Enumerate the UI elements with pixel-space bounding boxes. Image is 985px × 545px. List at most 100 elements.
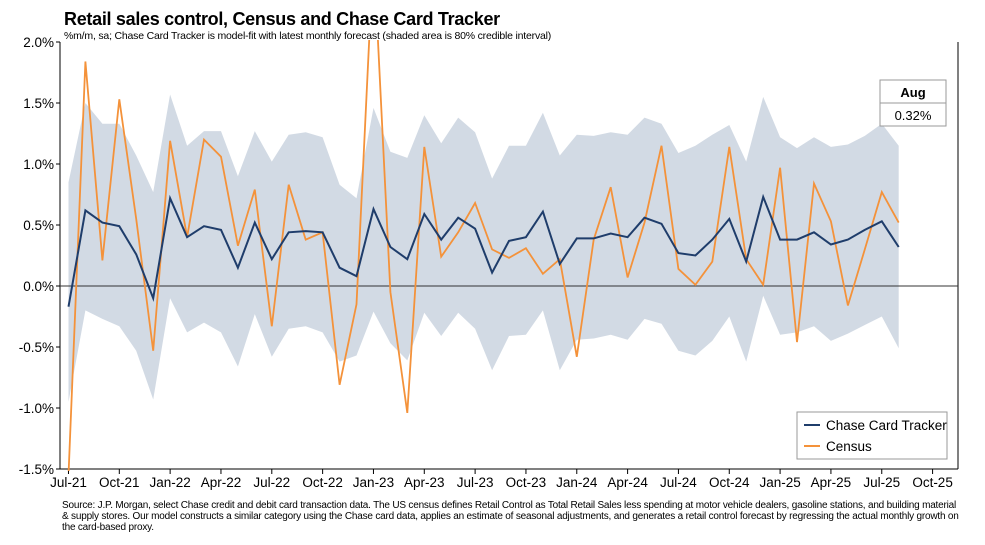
data-point-census	[406, 412, 408, 414]
data-point-chase	[118, 225, 120, 227]
data-point-chase	[813, 231, 815, 233]
data-point-chase	[220, 229, 222, 231]
data-point-chase	[440, 238, 442, 240]
x-tick-label: Apr-24	[607, 475, 648, 490]
data-point-chase	[610, 232, 612, 234]
y-tick-label: 2.0%	[23, 35, 54, 50]
x-tick-label: Jan-25	[759, 475, 800, 490]
y-tick-label: 1.0%	[23, 157, 54, 172]
data-point-census	[372, 41, 374, 43]
data-point-census	[423, 146, 425, 148]
x-tick-label: Jan-23	[353, 475, 394, 490]
data-point-census	[220, 156, 222, 158]
data-point-census	[288, 184, 290, 186]
x-tick-label: Oct-22	[302, 475, 343, 490]
data-point-census	[660, 145, 662, 147]
y-tick-label: -1.0%	[19, 401, 54, 416]
x-tick-label: Jul-21	[50, 475, 87, 490]
series-layer	[67, 40, 900, 471]
y-tick-label: 1.5%	[23, 96, 54, 111]
data-point-chase	[423, 213, 425, 215]
data-point-chase	[542, 210, 544, 212]
data-point-census	[84, 60, 86, 62]
data-point-chase	[84, 209, 86, 211]
data-point-chase	[593, 237, 595, 239]
data-point-census	[728, 146, 730, 148]
data-point-census	[779, 167, 781, 169]
data-point-chase	[254, 221, 256, 223]
y-tick-label: 0.5%	[23, 218, 54, 233]
x-tick-label: Apr-25	[811, 475, 852, 490]
data-point-chase	[745, 260, 747, 262]
data-point-census	[898, 221, 900, 223]
data-point-chase	[203, 225, 205, 227]
y-tick-label: -0.5%	[19, 340, 54, 355]
data-point-chase	[305, 230, 307, 232]
data-point-chase	[491, 271, 493, 273]
data-point-chase	[338, 267, 340, 269]
data-point-chase	[728, 218, 730, 220]
x-tick-label: Oct-25	[912, 475, 953, 490]
data-point-census	[677, 268, 679, 270]
data-point-census	[355, 303, 357, 305]
data-point-chase	[847, 238, 849, 240]
aug-annotation: Aug 0.32%	[879, 79, 947, 127]
data-point-census	[542, 273, 544, 275]
y-tick-label: -1.5%	[19, 462, 54, 477]
x-tick-label: Jan-22	[149, 475, 190, 490]
data-point-census	[118, 98, 120, 100]
data-point-chase	[525, 236, 527, 238]
x-tick-label: Jul-23	[457, 475, 494, 490]
data-point-census	[881, 191, 883, 193]
data-point-census	[389, 291, 391, 293]
data-point-chase	[288, 231, 290, 233]
data-point-chase	[779, 238, 781, 240]
data-point-census	[847, 304, 849, 306]
data-point-chase	[660, 223, 662, 225]
data-point-census	[67, 468, 69, 470]
data-point-chase	[881, 220, 883, 222]
data-point-census	[576, 356, 578, 358]
data-point-census	[508, 257, 510, 259]
data-point-chase	[355, 275, 357, 277]
data-point-census	[830, 220, 832, 222]
source-note: Source: J.P. Morgan, select Chase credit…	[62, 500, 959, 533]
data-point-chase	[67, 306, 69, 308]
data-point-chase	[864, 229, 866, 231]
data-point-chase	[677, 252, 679, 254]
data-point-chase	[694, 254, 696, 256]
data-point-census	[813, 182, 815, 184]
annotation-label: Aug	[900, 85, 925, 100]
data-point-chase	[321, 231, 323, 233]
legend: Chase Card Tracker Census	[796, 411, 948, 460]
data-point-census	[271, 325, 273, 327]
data-point-chase	[643, 217, 645, 219]
data-point-census	[525, 247, 527, 249]
x-tick-label: Oct-24	[709, 475, 750, 490]
data-point-chase	[711, 238, 713, 240]
data-point-chase	[559, 263, 561, 265]
data-point-census	[152, 350, 154, 352]
legend-box	[796, 411, 948, 460]
data-point-census	[135, 218, 137, 220]
chart-title: Retail sales control, Census and Chase C…	[64, 9, 500, 29]
data-point-chase	[372, 208, 374, 210]
data-point-census	[610, 186, 612, 188]
data-point-chase	[508, 240, 510, 242]
x-tick-label: Jul-24	[660, 475, 697, 490]
data-point-census	[864, 248, 866, 250]
data-point-chase	[237, 267, 239, 269]
y-tick-label: 0.0%	[23, 279, 54, 294]
data-point-census	[694, 284, 696, 286]
data-point-census	[440, 256, 442, 258]
data-point-census	[559, 258, 561, 260]
x-tick-label: Jul-25	[863, 475, 900, 490]
data-point-chase	[474, 228, 476, 230]
data-point-census	[711, 260, 713, 262]
data-point-census	[254, 188, 256, 190]
data-point-census	[101, 259, 103, 261]
data-point-census	[796, 341, 798, 343]
data-point-chase	[626, 236, 628, 238]
x-tick-label: Oct-23	[506, 475, 547, 490]
